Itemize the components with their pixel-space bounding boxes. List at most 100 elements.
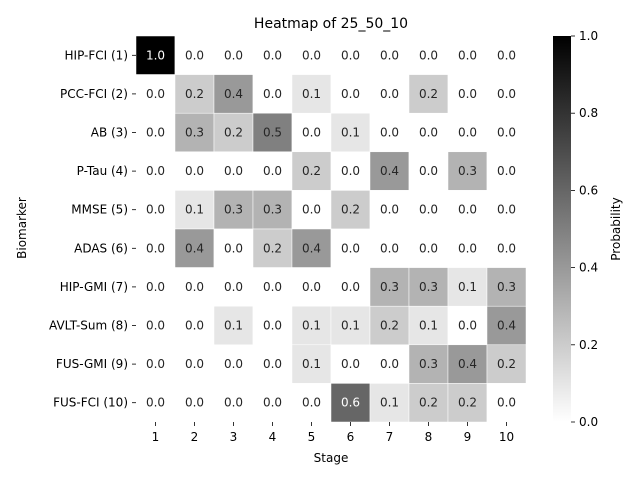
cell-value-label: 0.0 [497, 203, 516, 217]
cell-value-label: 0.1 [458, 280, 477, 294]
x-tick-label: 1 [152, 430, 160, 444]
cell-value-label: 0.2 [497, 357, 516, 371]
colorbar-tick-label: 0.0 [579, 415, 598, 429]
heatmap-cell [330, 35, 371, 75]
cell-value-label: 0.0 [380, 87, 399, 101]
heatmap-cell [486, 190, 527, 230]
cell-value-label: 0.0 [419, 203, 438, 217]
y-tick-label: FUS-GMI (9) [56, 357, 128, 371]
heatmap-cell [213, 344, 254, 384]
heatmap-cell [174, 190, 215, 230]
cell-value-label: 0.0 [302, 396, 321, 410]
heatmap-cell [174, 35, 215, 75]
cell-value-label: 0.2 [263, 241, 282, 255]
heatmap-cell [447, 344, 488, 384]
cell-value-label: 0.0 [497, 164, 516, 178]
heatmap-cell [135, 112, 176, 153]
cell-value-label: 0.0 [146, 203, 165, 217]
cell-value-label: 0.0 [419, 126, 438, 140]
cell-value-label: 0.2 [302, 164, 321, 178]
heatmap-cell [486, 305, 527, 346]
heatmap-cell [135, 383, 176, 423]
heatmap-cell [213, 74, 254, 114]
cell-value-label: 0.0 [341, 48, 360, 62]
heatmap-cell [486, 112, 527, 153]
cell-value-label: 0.1 [380, 396, 399, 410]
colorbar-tick-label: 1.0 [579, 29, 598, 43]
heatmap-cell [135, 151, 176, 191]
x-tick-label: 8 [425, 430, 433, 444]
cell-value-label: 0.2 [458, 396, 477, 410]
cell-value-label: 0.4 [458, 357, 477, 371]
cell-value-label: 0.3 [185, 126, 204, 140]
heatmap-cell [369, 190, 410, 230]
cell-value-label: 0.2 [419, 396, 438, 410]
cell-value-label: 0.0 [185, 280, 204, 294]
cell-value-label: 0.0 [185, 396, 204, 410]
cell-value-label: 0.0 [224, 164, 243, 178]
cell-value-label: 0.1 [185, 203, 204, 217]
heatmap-cell [408, 267, 449, 307]
heatmap-cell [486, 383, 527, 423]
heatmap-cell [291, 228, 332, 268]
cell-value-label: 0.0 [458, 126, 477, 140]
cell-value-label: 0.0 [146, 357, 165, 371]
cell-value-label: 0.1 [224, 319, 243, 333]
cell-value-label: 0.1 [419, 319, 438, 333]
heatmap-cell [447, 112, 488, 153]
chart-title: Heatmap of 25_50_10 [254, 16, 408, 32]
cell-value-label: 0.1 [341, 126, 360, 140]
cell-value-label: 1.0 [146, 48, 165, 62]
cell-value-label: 0.0 [185, 164, 204, 178]
heatmap-cell [174, 74, 215, 114]
cell-value-label: 0.3 [458, 164, 477, 178]
cell-value-label: 0.0 [458, 48, 477, 62]
x-tick-labels: 1 2 3 4 5 6 7 8 9 10 [152, 422, 514, 444]
cell-value-label: 0.0 [146, 87, 165, 101]
heatmap-cell [447, 74, 488, 114]
cell-value-label: 0.0 [185, 357, 204, 371]
colorbar-ticks: 0.0 0.2 0.4 0.6 0.8 1.0 [571, 29, 598, 429]
heatmap-cell [330, 267, 371, 307]
y-tick-labels: HIP-FCI (1) PCC-FCI (2) AB (3) P-Tau (4) MMS… [49, 48, 136, 410]
heatmap-cell [291, 305, 332, 346]
cell-value-label: 0.0 [146, 126, 165, 140]
cell-value-label: 0.3 [419, 280, 438, 294]
cell-value-label: 0.0 [263, 164, 282, 178]
heatmap-cell [213, 112, 254, 153]
cell-value-label: 0.0 [341, 280, 360, 294]
heatmap-cell [174, 112, 215, 153]
heatmap-cells: 1.0 0.0 0.0 0.0 0.0 0.0 0.0 0.0 0.0 0.0 0.0 0.2 0.4 0… [135, 35, 527, 423]
heatmap-cell [447, 228, 488, 268]
cell-value-label: 0.0 [302, 203, 321, 217]
heatmap-cell [252, 305, 293, 346]
heatmap-cell [291, 383, 332, 423]
x-tick-label: 5 [308, 430, 316, 444]
colorbar-label: Probability [609, 197, 623, 260]
x-axis-label: Stage [314, 451, 349, 465]
heatmap-cell [369, 112, 410, 153]
cell-value-label: 0.0 [224, 396, 243, 410]
heatmap-cell [486, 74, 527, 114]
heatmap-cell [447, 190, 488, 230]
cell-value-label: 0.0 [224, 357, 243, 371]
heatmap-cell [408, 190, 449, 230]
cell-value-label: 0.0 [146, 319, 165, 333]
heatmap-cell [369, 74, 410, 114]
heatmap-cell [486, 344, 527, 384]
cell-value-label: 0.0 [458, 203, 477, 217]
cell-value-label: 0.0 [341, 357, 360, 371]
y-axis-label: Biomarker [15, 197, 29, 259]
heatmap-cell [252, 228, 293, 268]
cell-value-label: 0.0 [263, 280, 282, 294]
heatmap-cell [447, 267, 488, 307]
cell-value-label: 0.0 [497, 126, 516, 140]
y-tick-label: ADAS (6) [74, 241, 128, 255]
heatmap-cell [213, 190, 254, 230]
cell-value-label: 0.0 [224, 280, 243, 294]
cell-value-label: 0.0 [458, 87, 477, 101]
heatmap-cell [291, 190, 332, 230]
cell-value-label: 0.4 [224, 87, 243, 101]
cell-value-label: 0.0 [380, 241, 399, 255]
